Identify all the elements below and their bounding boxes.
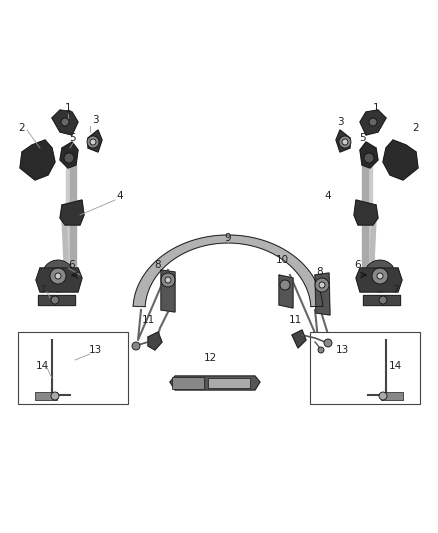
Text: 8: 8 [155, 260, 161, 270]
Polygon shape [148, 332, 162, 350]
Text: 14: 14 [35, 361, 49, 371]
Circle shape [51, 296, 59, 304]
Circle shape [42, 260, 74, 292]
Polygon shape [38, 295, 75, 305]
Polygon shape [52, 110, 78, 135]
Circle shape [280, 280, 290, 290]
Text: 2: 2 [19, 123, 25, 133]
Circle shape [132, 342, 140, 350]
Circle shape [372, 268, 388, 284]
Text: 5: 5 [69, 133, 75, 143]
Circle shape [324, 339, 332, 347]
Polygon shape [383, 140, 418, 180]
Circle shape [369, 118, 377, 126]
Polygon shape [161, 270, 175, 312]
Circle shape [319, 282, 325, 288]
Text: 11: 11 [288, 315, 302, 325]
Text: 7: 7 [39, 285, 45, 295]
Polygon shape [360, 142, 378, 168]
Circle shape [51, 392, 59, 400]
Text: 4: 4 [325, 191, 331, 201]
Bar [310, 332, 420, 404]
Text: 13: 13 [336, 345, 349, 355]
Bar [381, 392, 403, 400]
Polygon shape [360, 110, 386, 135]
Circle shape [379, 296, 387, 304]
Bar [35, 392, 57, 400]
Circle shape [161, 273, 175, 287]
Text: 8: 8 [317, 267, 323, 277]
Polygon shape [88, 130, 102, 152]
Polygon shape [279, 275, 293, 308]
Polygon shape [292, 330, 306, 348]
Circle shape [342, 139, 348, 145]
Polygon shape [60, 200, 84, 225]
Circle shape [87, 136, 99, 148]
Text: 14: 14 [389, 361, 402, 371]
Polygon shape [363, 295, 400, 305]
Polygon shape [368, 165, 372, 270]
Text: 5: 5 [359, 133, 365, 143]
Text: 9: 9 [225, 233, 231, 243]
Circle shape [165, 277, 171, 283]
Polygon shape [60, 142, 78, 168]
Text: 13: 13 [88, 345, 102, 355]
Circle shape [364, 260, 396, 292]
Text: 1: 1 [65, 103, 71, 113]
Circle shape [90, 139, 96, 145]
Text: 6: 6 [69, 260, 75, 270]
Polygon shape [354, 200, 378, 225]
Text: 3: 3 [92, 115, 98, 125]
Text: 12: 12 [203, 353, 217, 363]
Polygon shape [20, 140, 55, 180]
Polygon shape [36, 268, 82, 292]
Polygon shape [336, 130, 350, 152]
Circle shape [50, 268, 66, 284]
Polygon shape [70, 165, 76, 270]
Polygon shape [356, 268, 402, 292]
Bar [172, 377, 204, 389]
Circle shape [339, 136, 351, 148]
Circle shape [315, 278, 329, 292]
Circle shape [318, 347, 324, 353]
Polygon shape [370, 218, 376, 262]
Text: 3: 3 [337, 117, 343, 127]
Circle shape [364, 153, 374, 163]
Circle shape [61, 118, 69, 126]
Polygon shape [315, 273, 330, 315]
Polygon shape [62, 218, 68, 262]
Bar [208, 378, 250, 388]
Circle shape [55, 273, 61, 279]
Polygon shape [66, 165, 70, 270]
Circle shape [64, 153, 74, 163]
Text: 4: 4 [117, 191, 124, 201]
Bar [18, 332, 128, 404]
Text: 6: 6 [355, 260, 361, 270]
Text: 1: 1 [373, 103, 379, 113]
Text: 10: 10 [276, 255, 289, 265]
Polygon shape [362, 165, 368, 270]
Text: 11: 11 [141, 315, 155, 325]
Polygon shape [170, 376, 260, 390]
Circle shape [377, 273, 383, 279]
Polygon shape [133, 235, 323, 306]
Text: 2: 2 [413, 123, 419, 133]
Text: 7: 7 [392, 285, 398, 295]
Circle shape [379, 392, 387, 400]
